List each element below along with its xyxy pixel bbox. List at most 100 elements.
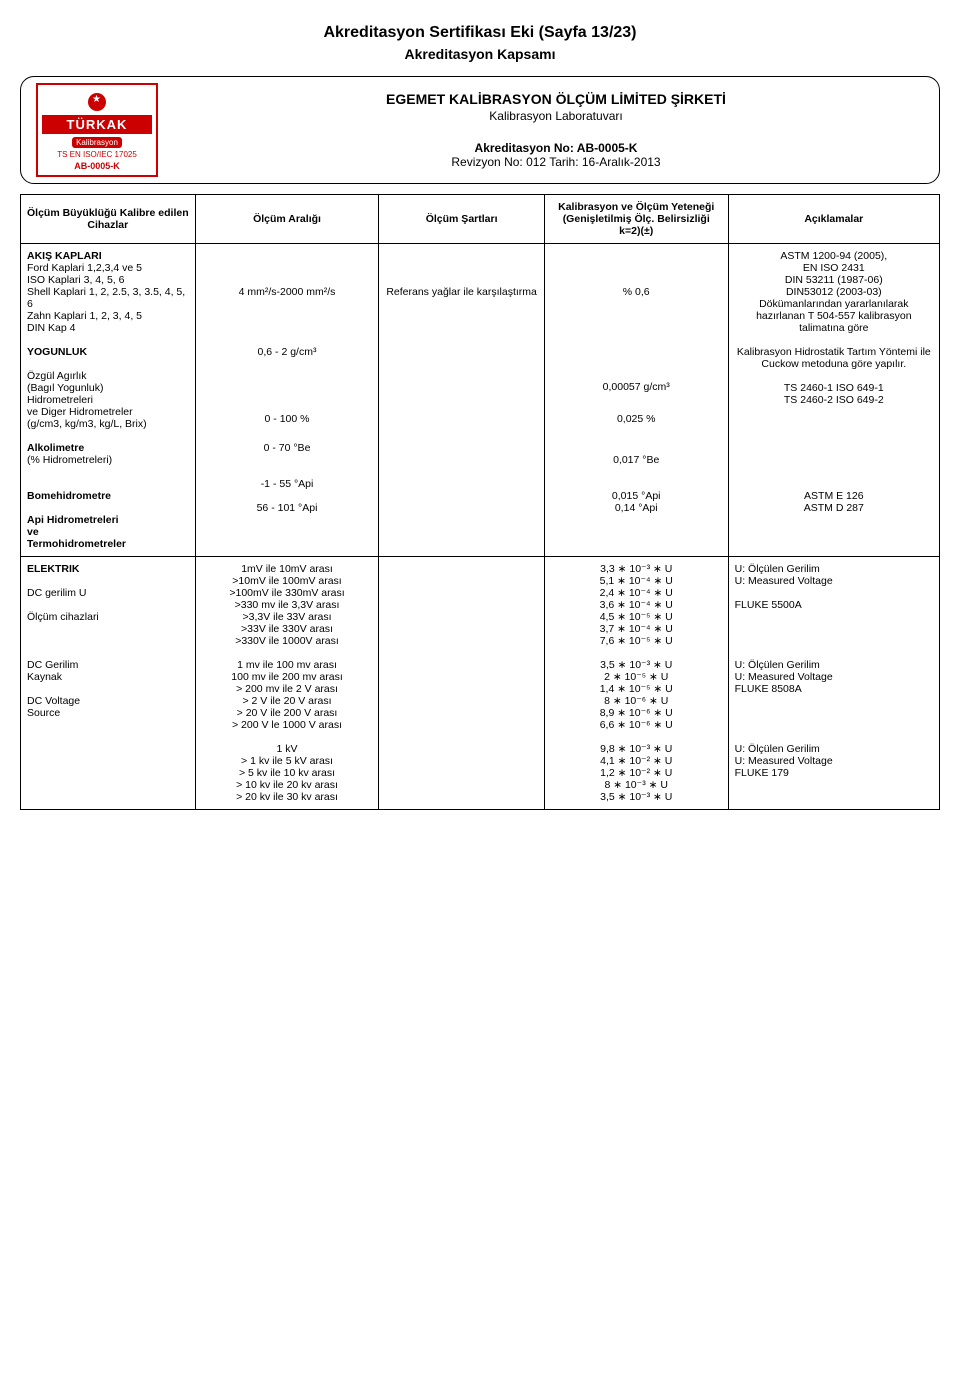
cell-yog-unc: 0,00057 g/cm³ 0,025 % — [544, 340, 728, 436]
cell-kv-notes: U: Ölçülen Gerilim U: Measured Voltage F… — [728, 737, 939, 810]
table-row: Bomehidrometre Api Hidrometreleri ve Ter… — [21, 472, 940, 557]
yog-desc-4: (g/cm3, kg/m3, kg/L, Brix) — [27, 418, 189, 430]
yog-note-2b: TS 2460-2 ISO 649-2 — [735, 394, 933, 406]
kv-range-3: > 10 kv ile 20 kv arası — [202, 779, 373, 791]
akis-desc-1: ISO Kaplari 3, 4, 5, 6 — [27, 274, 189, 286]
header-box: TÜRKAK Kalibrasyon TS EN ISO/IEC 17025 A… — [20, 76, 940, 184]
cell-dcg-unc: 3,5 ∗ 10⁻³ ∗ U 2 ∗ 10⁻⁵ ∗ U 1,4 ∗ 10⁻⁵ ∗… — [544, 653, 728, 737]
dcg-range-0: 1 mv ile 100 mv arası — [202, 659, 373, 671]
kv-unc-0: 9,8 ∗ 10⁻³ ∗ U — [551, 743, 722, 755]
page-title: Akreditasyon Sertifikası Eki (Sayfa 13/2… — [20, 24, 940, 42]
akis-title: AKIŞ KAPLARI — [27, 250, 189, 262]
page-subtitle: Akreditasyon Kapsamı — [20, 46, 940, 62]
dcg-range-3: > 2 V ile 20 V arası — [202, 695, 373, 707]
bome-range-2: 56 - 101 °Api — [202, 502, 373, 514]
kv-note-0: U: Ölçülen Gerilim — [735, 743, 933, 755]
elek-unc-2: 2,4 ∗ 10⁻⁴ ∗ U — [551, 587, 722, 599]
elek-note-1: U: Measured Voltage — [735, 575, 933, 587]
logo-ab: AB-0005-K — [42, 161, 152, 171]
cell-empty — [728, 436, 939, 472]
cell-akis-range: 4 mm²/s-2000 mm²/s — [195, 244, 379, 341]
elek-unc-0: 3,3 ∗ 10⁻³ ∗ U — [551, 563, 722, 575]
yog-title: YOGUNLUK — [27, 346, 189, 358]
cell-alko-unc: 0,017 °Be — [544, 436, 728, 472]
main-table: Ölçüm Büyüklüğü Kalibre edilen Cihazlar … — [20, 194, 940, 810]
yog-range-2: 0 - 100 % — [202, 413, 373, 425]
elek-unc-5: 3,7 ∗ 10⁻⁴ ∗ U — [551, 623, 722, 635]
col-header-2: Ölçüm Şartları — [379, 195, 544, 244]
bome-unc-1: 0,015 °Api — [551, 490, 722, 502]
cell-dcg-notes: U: Ölçülen Gerilim U: Measured Voltage F… — [728, 653, 939, 737]
dcg-note-1: U: Measured Voltage — [735, 671, 933, 683]
yog-desc-3: ve Diger Hidrometreler — [27, 406, 189, 418]
bome-note-2: ASTM D 287 — [735, 502, 933, 514]
elek-unc-4: 4,5 ∗ 10⁻⁵ ∗ U — [551, 611, 722, 623]
bome-range-1: -1 - 55 °Api — [202, 478, 373, 490]
cell-alko-range: 0 - 70 °Be — [195, 436, 379, 472]
cell-kv-unc: 9,8 ∗ 10⁻³ ∗ U 4,1 ∗ 10⁻² ∗ U 1,2 ∗ 10⁻²… — [544, 737, 728, 810]
alko-title: Alkolimetre — [27, 442, 189, 454]
cell-dcg-label: DC Gerilim Kaynak DC Voltage Source — [21, 653, 196, 737]
elek-title: ELEKTRIK — [27, 563, 189, 575]
dcg-label-4: Source — [27, 707, 189, 719]
dcg-unc-3: 8 ∗ 10⁻⁶ ∗ U — [551, 695, 722, 707]
elek-range-6: >330V ile 1000V arası — [202, 635, 373, 647]
table-row: 1 kV > 1 kv ile 5 kV arası > 5 kv ile 10… — [21, 737, 940, 810]
logo-cell: TÜRKAK Kalibrasyon TS EN ISO/IEC 17025 A… — [21, 77, 173, 183]
cell-empty — [379, 340, 544, 436]
dcg-range-4: > 20 V ile 200 V arası — [202, 707, 373, 719]
akis-desc-4: DIN Kap 4 — [27, 322, 189, 334]
yog-desc-1: (Bagıl Yogunluk) — [27, 382, 189, 394]
cell-elek-notes: U: Ölçülen Gerilim U: Measured Voltage F… — [728, 557, 939, 654]
cell-empty — [379, 472, 544, 557]
kv-unc-3: 8 ∗ 10⁻³ ∗ U — [551, 779, 722, 791]
elek-unc-3: 3,6 ∗ 10⁻⁴ ∗ U — [551, 599, 722, 611]
elek-note-3: FLUKE 5500A — [735, 599, 933, 611]
cell-alko-label: Alkolimetre (% Hidrometreleri) — [21, 436, 196, 472]
elek-unc-6: 7,6 ∗ 10⁻⁵ ∗ U — [551, 635, 722, 647]
akis-note-1: EN ISO 2431 — [735, 262, 933, 274]
akis-desc-3: Zahn Kaplari 1, 2, 3, 4, 5 — [27, 310, 189, 322]
col-header-4: Açıklamalar — [728, 195, 939, 244]
akk-no: Akreditasyon No: AB-0005-K — [179, 141, 933, 155]
cell-elek-range: 1mV ile 10mV arası >10mV ile 100mV arası… — [195, 557, 379, 654]
dcg-unc-2: 1,4 ∗ 10⁻⁵ ∗ U — [551, 683, 722, 695]
yog-unc-1: 0,00057 g/cm³ — [551, 381, 722, 393]
elek-range-2: >100mV ile 330mV arası — [202, 587, 373, 599]
table-row: Alkolimetre (% Hidrometreleri) 0 - 70 °B… — [21, 436, 940, 472]
col-header-3: Kalibrasyon ve Ölçüm Yeteneği (Genişleti… — [544, 195, 728, 244]
dcg-unc-1: 2 ∗ 10⁻⁵ ∗ U — [551, 671, 722, 683]
alko-desc: (% Hidrometreleri) — [27, 454, 189, 466]
kv-unc-4: 3,5 ∗ 10⁻³ ∗ U — [551, 791, 722, 803]
cell-yog-range: 0,6 - 2 g/cm³ 0 - 100 % — [195, 340, 379, 436]
revision: Revizyon No: 012 Tarih: 16-Aralık-2013 — [179, 155, 933, 169]
elek-range-3: >330 mv ile 3,3V arası — [202, 599, 373, 611]
cell-empty — [379, 653, 544, 737]
company-name: EGEMET KALİBRASYON ÖLÇÜM LİMİTED ŞİRKETİ — [179, 91, 933, 107]
cell-bome-range: -1 - 55 °Api 56 - 101 °Api — [195, 472, 379, 557]
dcg-label-0: DC Gerilim — [27, 659, 189, 671]
bome-unc-2: 0,14 °Api — [551, 502, 722, 514]
cell-akis-label: AKIŞ KAPLARI Ford Kaplari 1,2,3,4 ve 5 I… — [21, 244, 196, 341]
alko-unc: 0,017 °Be — [613, 454, 659, 466]
cell-empty — [379, 436, 544, 472]
elek-unc-1: 5,1 ∗ 10⁻⁴ ∗ U — [551, 575, 722, 587]
akis-note-3: DIN53012 (2003-03) — [735, 286, 933, 298]
cell-empty — [379, 557, 544, 654]
col-header-1: Ölçüm Aralığı — [195, 195, 379, 244]
lab-name: Kalibrasyon Laboratuvarı — [179, 109, 933, 123]
table-row: AKIŞ KAPLARI Ford Kaplari 1,2,3,4 ve 5 I… — [21, 244, 940, 341]
logo-kalib: Kalibrasyon — [72, 137, 122, 148]
elek-range-4: >3,3V ile 33V arası — [202, 611, 373, 623]
cell-elek-label: ELEKTRIK DC gerilim U Ölçüm cihazlari — [21, 557, 196, 654]
dcg-note-2: FLUKE 8508A — [735, 683, 933, 695]
yog-range-1: 0,6 - 2 g/cm³ — [202, 346, 373, 358]
cell-akis-cond: Referans yağlar ile karşılaştırma — [379, 244, 544, 341]
dcg-label-1: Kaynak — [27, 671, 189, 683]
kv-range-2: > 5 kv ile 10 kv arası — [202, 767, 373, 779]
kv-unc-2: 1,2 ∗ 10⁻² ∗ U — [551, 767, 722, 779]
akis-desc-2: Shell Kaplari 1, 2, 2.5, 3, 3.5, 4, 5, 6 — [27, 286, 189, 310]
akis-desc-0: Ford Kaplari 1,2,3,4 ve 5 — [27, 262, 189, 274]
table-row: ELEKTRIK DC gerilim U Ölçüm cihazlari 1m… — [21, 557, 940, 654]
cell-bome-label: Bomehidrometre Api Hidrometreleri ve Ter… — [21, 472, 196, 557]
